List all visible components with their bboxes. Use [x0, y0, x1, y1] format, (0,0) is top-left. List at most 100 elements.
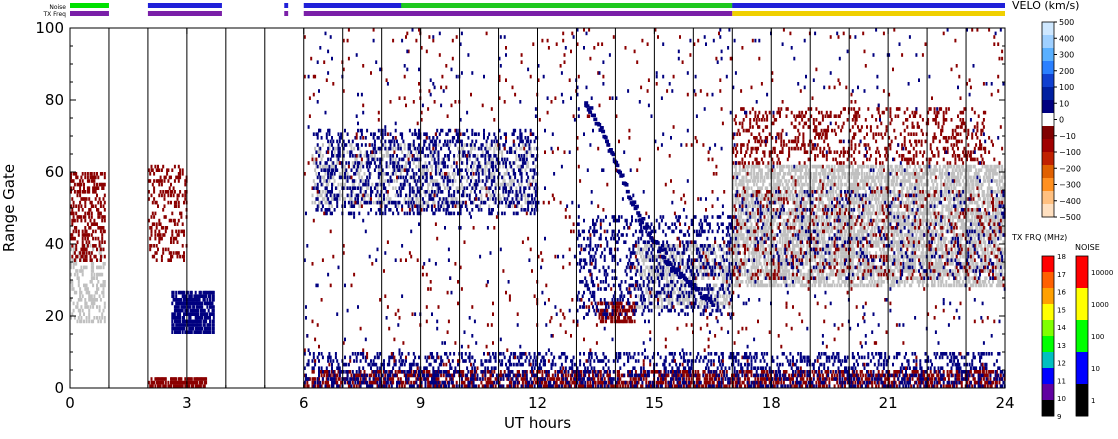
- ground-scatter-cell: [877, 244, 880, 248]
- ground-scatter-cell: [763, 262, 766, 266]
- ground-scatter-cell: [744, 258, 746, 262]
- ground-scatter-cell: [825, 226, 828, 230]
- ground-scatter-cell: [837, 193, 840, 198]
- ground-scatter-cell: [879, 218, 881, 223]
- ground-scatter-cell: [505, 172, 507, 176]
- ground-scatter-cell: [868, 272, 871, 277]
- ground-scatter-cell: [463, 175, 466, 180]
- ground-scatter-cell: [798, 262, 801, 266]
- ground-scatter-cell: [836, 193, 839, 198]
- ground-scatter-cell: [98, 294, 101, 298]
- ground-scatter-cell: [786, 229, 789, 234]
- ground-scatter-cell: [923, 280, 926, 284]
- ground-scatter-cell: [944, 182, 946, 187]
- ground-scatter-cell: [363, 197, 366, 201]
- ground-scatter-cell: [877, 283, 880, 288]
- noise-segment: [732, 3, 1005, 8]
- ground-scatter-cell: [901, 190, 904, 194]
- ground-scatter-cell: [788, 276, 791, 280]
- ground-scatter-cell: [381, 154, 384, 158]
- ground-scatter-cell: [432, 193, 435, 198]
- ground-scatter-cell: [931, 283, 933, 288]
- ground-scatter-cell: [986, 164, 989, 169]
- ground-scatter-cell: [888, 182, 891, 187]
- ground-scatter-cell: [953, 283, 956, 288]
- ground-scatter-cell: [869, 265, 872, 270]
- ground-scatter-cell: [921, 229, 924, 234]
- ground-scatter-cell: [842, 204, 845, 208]
- ground-scatter-cell: [501, 182, 504, 187]
- ground-scatter-cell: [794, 280, 797, 284]
- ground-scatter-cell: [323, 175, 326, 180]
- ground-scatter-cell: [901, 251, 904, 255]
- ground-scatter-cell: [933, 168, 936, 172]
- ground-scatter-cell: [963, 244, 966, 248]
- ground-scatter-cell: [759, 168, 762, 172]
- ground-scatter-cell: [958, 179, 961, 183]
- ground-scatter-cell: [737, 218, 740, 223]
- ground-scatter-cell: [805, 211, 807, 216]
- ground-scatter-cell: [405, 164, 407, 169]
- ground-scatter-cell: [488, 161, 491, 165]
- ground-scatter-cell: [889, 218, 892, 223]
- ground-scatter-cell: [903, 265, 906, 270]
- ground-scatter-cell: [894, 276, 897, 280]
- ground-scatter-cell: [485, 146, 488, 151]
- ground-scatter-cell: [971, 218, 974, 223]
- ground-scatter-cell: [918, 215, 920, 219]
- ground-scatter-cell: [857, 164, 859, 169]
- ground-scatter-cell: [767, 172, 770, 176]
- ground-scatter-cell: [837, 204, 840, 208]
- ground-scatter-cell: [929, 254, 932, 259]
- ground-scatter-cell: [782, 280, 785, 284]
- ground-scatter-cell: [824, 222, 827, 226]
- ground-scatter-cell: [332, 182, 335, 187]
- ground-scatter-cell: [805, 208, 807, 212]
- ground-scatter-cell: [916, 244, 919, 248]
- ground-scatter-cell: [933, 280, 936, 284]
- ground-scatter-cell: [872, 283, 875, 288]
- ground-scatter-cell: [744, 168, 746, 172]
- ground-scatter-cell: [788, 247, 791, 252]
- ground-scatter-cell: [767, 244, 770, 248]
- ground-scatter-cell: [816, 247, 819, 252]
- ground-scatter-cell: [381, 186, 384, 190]
- ground-scatter-cell: [990, 186, 993, 190]
- ground-scatter-cell: [927, 283, 930, 288]
- ground-scatter-cell: [947, 208, 950, 212]
- ground-scatter-cell: [795, 218, 798, 223]
- ground-scatter-cell: [753, 204, 756, 208]
- ground-scatter-cell: [466, 164, 469, 169]
- ground-scatter-cell: [967, 204, 970, 208]
- ground-scatter-cell: [937, 240, 940, 244]
- ground-scatter-cell: [750, 168, 753, 172]
- ground-scatter-cell: [102, 283, 105, 288]
- ground-scatter-cell: [760, 251, 763, 255]
- ground-scatter-cell: [473, 186, 476, 190]
- ground-scatter-cell: [436, 161, 439, 165]
- ground-scatter-cell: [980, 283, 983, 288]
- ground-scatter-cell: [412, 193, 415, 198]
- ground-scatter-cell: [811, 269, 814, 273]
- ground-scatter-cell: [936, 168, 939, 172]
- ground-scatter-cell: [750, 226, 753, 230]
- ground-scatter-cell: [898, 204, 901, 208]
- ground-scatter-cell: [773, 186, 776, 190]
- ground-scatter-cell: [975, 168, 978, 172]
- ground-scatter-cell: [788, 168, 791, 172]
- ground-scatter-cell: [872, 190, 875, 194]
- ground-scatter-cell: [976, 226, 979, 230]
- ground-scatter-cell: [836, 168, 839, 172]
- ground-scatter-cell: [331, 197, 333, 201]
- ground-scatter-cell: [802, 182, 805, 187]
- ground-scatter-cell: [736, 240, 739, 244]
- ground-scatter-cell: [342, 157, 345, 162]
- ground-scatter-cell: [876, 226, 879, 230]
- ground-scatter-cell: [784, 283, 787, 288]
- ground-scatter-cell: [90, 298, 93, 302]
- ground-scatter-cell: [880, 269, 883, 273]
- ground-scatter-cell: [325, 168, 328, 172]
- ground-scatter-cell: [788, 186, 791, 190]
- ground-scatter-cell: [924, 251, 927, 255]
- ground-scatter-cell: [807, 190, 810, 194]
